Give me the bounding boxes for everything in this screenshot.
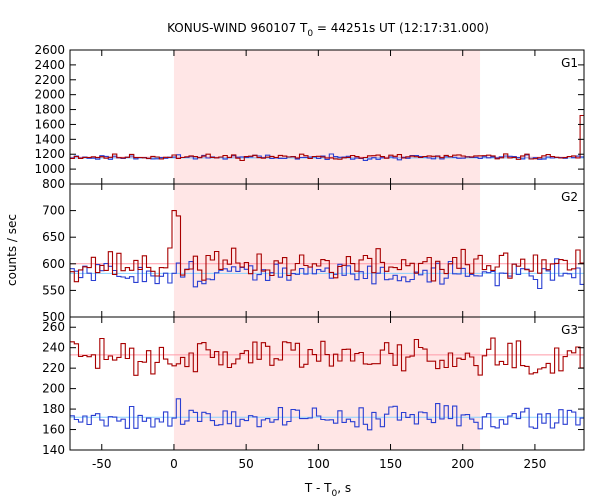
x-tick-label: 150 [379, 457, 402, 471]
series-red-g1 [70, 114, 584, 162]
y-axis-title: counts / sec [5, 214, 19, 286]
panel-frames [69, 49, 585, 451]
y-tick-label: 180 [42, 402, 65, 416]
y-tick-label: 220 [42, 361, 65, 375]
y-tick-label: 550 [42, 283, 65, 297]
data-series-group [70, 114, 584, 431]
burst-interval-band [173, 184, 481, 317]
panel-frame-g3 [69, 316, 585, 451]
series-blue-g3 [70, 398, 584, 431]
y-tick-label: 160 [42, 423, 65, 437]
burst-interval-highlights [173, 50, 481, 450]
y-tick-label: 200 [42, 382, 65, 396]
series-red-g2 [70, 210, 584, 283]
y-tick-label: 1200 [34, 147, 65, 161]
x-tick-label: 50 [239, 457, 254, 471]
y-tick-label: 2400 [34, 58, 65, 72]
burst-interval-band [173, 317, 481, 450]
x-tick-label: 250 [523, 457, 546, 471]
y-tick-label: 1800 [34, 103, 65, 117]
chart-title: KONUS-WIND 960107 T0 = 44251s UT (12:17:… [167, 21, 489, 39]
x-tick-label: 200 [451, 457, 474, 471]
x-tick-label: 0 [170, 457, 178, 471]
burst-interval-band [173, 50, 481, 184]
y-tick-label: 500 [42, 310, 65, 324]
panel-label-g3: G3 [561, 323, 578, 337]
y-tick-label: 650 [42, 230, 65, 244]
x-tick-label: -50 [92, 457, 112, 471]
y-tick-label: 140 [42, 443, 65, 457]
y-tick-label: 260 [42, 320, 65, 334]
y-tick-label: 1000 [34, 162, 65, 176]
panel-label-g2: G2 [561, 190, 578, 204]
y-tick-label: 1400 [34, 132, 65, 146]
x-axis-title: T - T0, s [304, 481, 351, 499]
x-tick-label: 100 [307, 457, 330, 471]
y-tick-label: 600 [42, 257, 65, 271]
y-tick-label: 800 [42, 177, 65, 191]
series-blue-g2 [70, 258, 584, 290]
y-tick-label: 2600 [34, 43, 65, 57]
y-tick-label: 1600 [34, 117, 65, 131]
y-tick-label: 700 [42, 204, 65, 218]
series-red-g3 [70, 337, 584, 376]
panel-label-g1: G1 [561, 56, 578, 70]
y-tick-label: 2200 [34, 73, 65, 87]
y-tick-label: 240 [42, 341, 65, 355]
tick-marks-and-labels: G180010001200140016001800200022002400260… [34, 43, 584, 471]
y-tick-label: 2000 [34, 88, 65, 102]
